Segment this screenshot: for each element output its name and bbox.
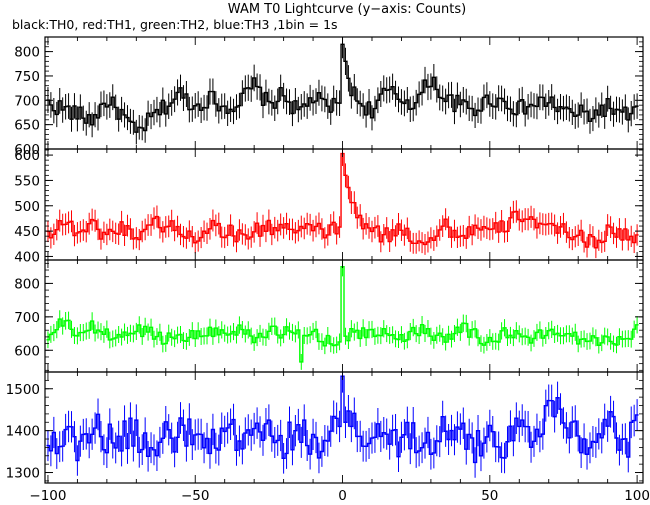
y-tick-label: 600	[14, 148, 40, 164]
series-th1-line	[46, 152, 639, 249]
series-th0-line	[46, 43, 639, 133]
x-tick-label: 100	[624, 488, 650, 504]
series-th0-errorbars	[47, 37, 638, 145]
y-tick-label: 400	[14, 249, 40, 265]
chart-subtitle: black:TH0, red:TH1, green:TH2, blue:TH3 …	[12, 17, 338, 32]
panel-th3: 1300 1400 1500	[6, 371, 644, 484]
y-tick-label: 450	[14, 224, 40, 240]
panel-th2: 600 700 800	[14, 259, 644, 373]
chart-title: WAM T0 Lightcurve (y−axis: Counts)	[228, 2, 466, 17]
panels-group: 6006507007508004004505005506006007008001…	[6, 36, 644, 484]
x-tick-label: −50	[181, 488, 210, 504]
x-tick-label: 0	[338, 488, 347, 504]
y-tick-label: 1500	[6, 382, 40, 398]
y-tick-label: 700	[14, 310, 40, 326]
y-tick-label: 650	[14, 118, 40, 134]
x-tick-label: −100	[29, 488, 66, 504]
y-tick-label: 600	[14, 142, 40, 158]
y-tick-label: 600	[14, 343, 40, 359]
panel-th1: 400 450 500 550 600	[14, 148, 644, 265]
y-tick-label: 500	[14, 199, 40, 215]
y-tick-label: 800	[14, 45, 40, 61]
x-axis: −100 −50 0 50 100	[29, 488, 650, 504]
y-tick-label: 550	[14, 173, 40, 189]
y-tick-label: 1400	[6, 424, 40, 440]
x-tick-label: 50	[481, 488, 498, 504]
y-tick-label: 1300	[6, 466, 40, 482]
series-th1-errorbars	[47, 149, 638, 259]
y-tick-label: 700	[14, 93, 40, 109]
panel-frame	[44, 371, 644, 484]
panel-th0: 600 650 700 750 800	[14, 36, 644, 158]
y-tick-label: 750	[14, 69, 40, 85]
y-tick-label: 800	[14, 276, 40, 292]
series-th2-errorbars	[47, 260, 638, 370]
series-th2-line	[46, 265, 639, 363]
